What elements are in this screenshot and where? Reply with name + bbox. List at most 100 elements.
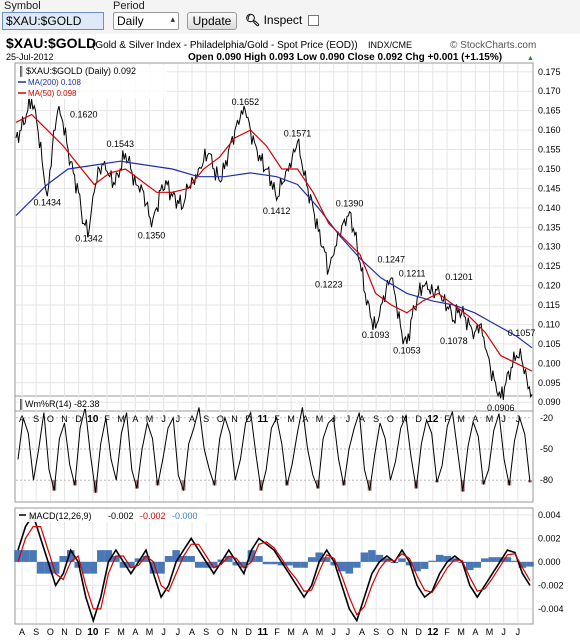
x-tick-label: J: [161, 627, 166, 637]
macd-histogram-bar: [338, 561, 346, 572]
macd-histogram-bar: [503, 557, 512, 562]
macd-histogram-bar: [511, 560, 519, 562]
willr-legend-icon: ║: [18, 398, 24, 410]
x-tick-label: N: [61, 414, 68, 424]
x-tick-label: A: [302, 414, 308, 424]
x-tick-label: A: [359, 414, 365, 424]
x-tick-label: M: [146, 414, 154, 424]
x-tick-label: S: [373, 627, 379, 637]
x-tick-label: M: [287, 627, 295, 637]
macd-line: [17, 513, 531, 624]
x-tick-label: J: [331, 627, 336, 637]
price-annotation: 0.1543: [106, 139, 134, 149]
macd-legend: MACD(12,26,9) -0.002 -0.002 -0.000: [17, 510, 207, 522]
x-tick-label: 12: [427, 627, 439, 638]
x-tick-label: D: [75, 627, 82, 637]
macd-histogram-bar: [172, 550, 180, 562]
x-tick-label: J: [516, 627, 521, 637]
macd-histogram-bar: [51, 561, 60, 574]
period-select[interactable]: Daily ▴: [113, 12, 179, 30]
ma50-line: [15, 113, 533, 372]
x-tick-label: 10: [87, 414, 99, 425]
willr-panel-frame: [14, 395, 534, 503]
macd-histogram-bar: [262, 561, 271, 565]
macd-histogram-bar: [307, 557, 316, 562]
willr-oversold-mark: [460, 480, 465, 492]
price-annotation: 0.1434: [34, 198, 62, 208]
macd-histogram-bar: [398, 558, 406, 562]
x-tick-label: J: [176, 627, 181, 637]
y-tick-label: 0.004: [538, 510, 561, 520]
x-tick-label: N: [61, 627, 68, 637]
macd-histogram-bar: [375, 554, 384, 562]
y-tick-label: 0.100: [538, 358, 561, 368]
watermark: © StockCharts.com: [450, 40, 536, 51]
x-tick-label: F: [274, 627, 280, 637]
ohlc-readout: Open 0.090 High 0.093 Low 0.090 Close 0.…: [188, 52, 502, 63]
magnifier-icon: 🔍︎: [245, 13, 261, 27]
macd-legend-value: -0.002: [108, 511, 134, 521]
change-up-icon: ▲: [527, 55, 534, 62]
macd-histogram-bar: [225, 556, 233, 562]
macd-histogram-bar: [59, 556, 67, 562]
price-annotation: 0.1247: [378, 254, 406, 264]
x-tick-label: A: [359, 627, 365, 637]
macd-histogram-bar: [443, 556, 451, 562]
macd-histogram-bar: [300, 561, 308, 568]
y-tick-label: 0.135: [538, 222, 561, 232]
y-tick-label: 0.170: [538, 86, 561, 96]
macd-histogram-bar: [194, 561, 203, 568]
x-tick-label: J: [176, 414, 181, 424]
y-tick-label: 0.105: [538, 339, 561, 349]
macd-histogram-bar: [97, 550, 105, 562]
chart-background: [0, 34, 580, 640]
x-tick-label: A: [189, 627, 195, 637]
macd-histogram-bar: [104, 550, 113, 562]
macd-histogram-bar: [89, 561, 98, 574]
inspect-toggle[interactable]: 🔍︎ Inspect: [245, 13, 319, 27]
x-tick-label: M: [457, 414, 465, 424]
x-tick-label: O: [217, 414, 224, 424]
x-tick-label: S: [373, 414, 379, 424]
y-tick-label: 0.130: [538, 242, 561, 252]
macd-histogram-bar: [134, 558, 143, 562]
price-annotation: 0.1053: [393, 346, 421, 356]
macd-histogram-bar: [119, 561, 128, 568]
y-tick-label: 0.150: [538, 164, 561, 174]
willr-legend: ║ Wm%R(14) -82.38: [17, 398, 100, 410]
x-tick-label: M: [457, 627, 465, 637]
ma200-line: [15, 160, 533, 349]
symbol-input[interactable]: [2, 12, 104, 30]
legend-bar-icon: ║: [18, 65, 24, 77]
update-button[interactable]: Update: [187, 12, 237, 30]
y-tick-label: -20: [540, 413, 553, 423]
x-tick-label: S: [33, 627, 39, 637]
macd-histogram-bar: [210, 561, 218, 568]
x-tick-label: A: [19, 414, 25, 424]
stock-chart: $XAU:$GOLD (Gold & Silver Index - Philad…: [0, 34, 580, 640]
x-axis-labels-bottom: A S O N D 10 F M A M J J A S O N D 11 F M A M J J A S O N D 12 F M A M J J: [19, 627, 520, 638]
macd-histogram-bar: [496, 557, 504, 562]
x-tick-label: F: [104, 627, 110, 637]
y-tick-label: 0.000: [538, 557, 561, 567]
x-tick-label: 11: [258, 627, 269, 638]
x-tick-label: A: [472, 414, 478, 424]
inspect-checkbox[interactable]: [307, 15, 319, 27]
legend-ma50: MA(50) 0.098: [28, 89, 77, 98]
macd-y-axis: 0.004 0.002 0.000 -0.002 -0.004: [538, 510, 564, 614]
macd-histogram-bar: [112, 556, 120, 562]
willr-oversold-mark: [181, 480, 186, 491]
macd-histogram-bar: [526, 561, 534, 567]
macd-histogram-bar: [36, 561, 45, 574]
x-tick-label: M: [117, 414, 125, 424]
x-tick-label: A: [189, 414, 195, 424]
x-tick-label: F: [444, 627, 450, 637]
macd-histogram-bar: [149, 561, 158, 574]
macd-histogram-bar: [285, 561, 293, 566]
macd-histogram-bar: [270, 561, 278, 565]
price-annotation: 0.0906: [487, 403, 515, 413]
x-tick-label: O: [387, 414, 394, 424]
y-tick-label: 0.120: [538, 281, 561, 291]
price-annotation: 0.1078: [440, 336, 468, 346]
macd-histogram-bar: [187, 556, 195, 562]
